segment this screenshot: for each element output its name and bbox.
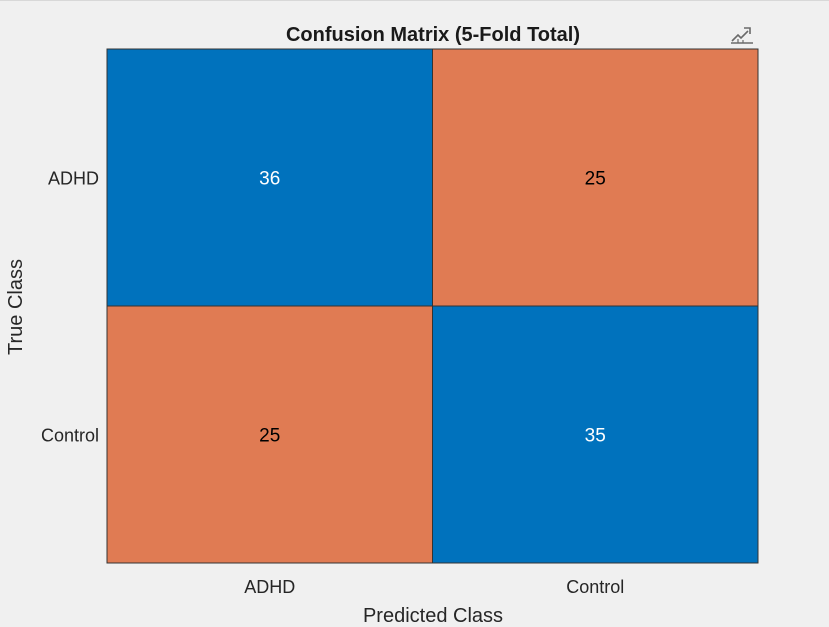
y-axis-label: True Class: [5, 259, 27, 355]
y-tick-label: ADHD: [48, 169, 99, 189]
y-tick-labels: ADHD Control: [41, 169, 99, 446]
cell-value-0-0: 36: [259, 169, 280, 190]
cell-value-1-1: 35: [585, 426, 606, 447]
x-tick-labels: ADHD Control: [244, 577, 624, 597]
x-tick-label: Control: [566, 577, 624, 597]
cell-value-1-0: 25: [259, 426, 280, 447]
chart-title: Confusion Matrix (5-Fold Total): [286, 24, 580, 46]
plot-border: [106, 48, 759, 564]
matrix-cell-1-1: [432, 305, 759, 564]
x-axis-label: Predicted Class: [363, 605, 503, 627]
heatmap-cells: 36 25 25 35: [106, 48, 759, 564]
export-button[interactable]: [727, 21, 757, 47]
x-tick-label: ADHD: [244, 577, 295, 597]
export-icon: [731, 27, 753, 44]
cell-value-0-1: 25: [585, 169, 606, 190]
matrix-cell-1-0: [106, 305, 433, 564]
y-tick-label: Control: [41, 426, 99, 446]
matrix-cell-0-0: [106, 48, 433, 307]
matrix-cell-0-1: [432, 48, 759, 307]
